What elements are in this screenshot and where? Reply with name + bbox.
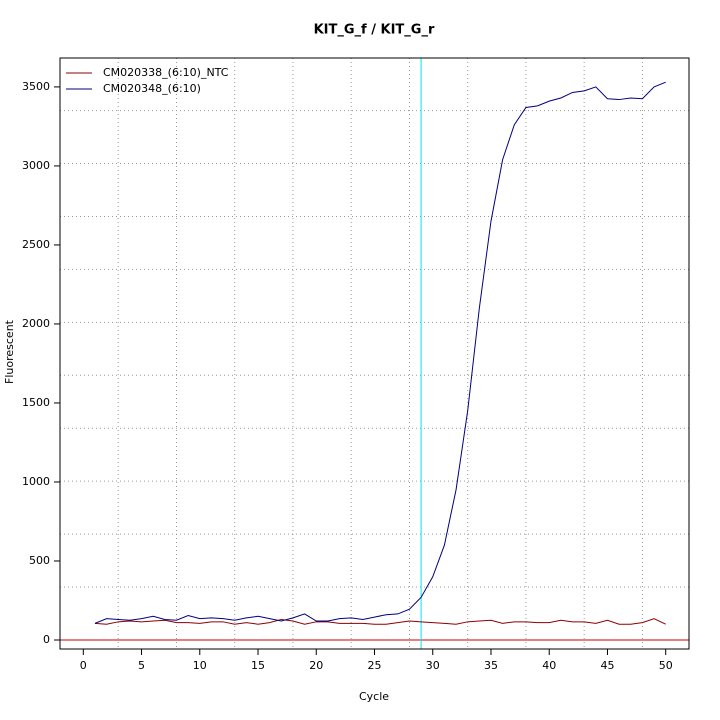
series-line bbox=[94, 618, 666, 625]
x-tick-label: 50 bbox=[659, 659, 673, 672]
y-tick-label: 0 bbox=[43, 633, 50, 646]
y-tick-label: 500 bbox=[29, 554, 50, 567]
x-tick-label: 10 bbox=[193, 659, 207, 672]
x-tick-label: 5 bbox=[138, 659, 145, 672]
y-tick-label: 3000 bbox=[22, 159, 50, 172]
x-tick-label: 30 bbox=[426, 659, 440, 672]
y-tick-label: 2500 bbox=[22, 238, 50, 251]
x-tick-label: 45 bbox=[600, 659, 614, 672]
x-tick-label: 25 bbox=[368, 659, 382, 672]
x-tick-label: 0 bbox=[80, 659, 87, 672]
x-tick-label: 35 bbox=[484, 659, 498, 672]
x-tick-label: 20 bbox=[309, 659, 323, 672]
legend-label: CM020348_(6:10) bbox=[103, 82, 201, 95]
legend-label: CM020338_(6:10)_NTC bbox=[103, 66, 229, 79]
series-line bbox=[94, 81, 666, 624]
y-tick-label: 1500 bbox=[22, 396, 50, 409]
x-tick-label: 40 bbox=[542, 659, 556, 672]
y-tick-label: 2000 bbox=[22, 317, 50, 330]
x-axis-label: Cycle bbox=[359, 690, 389, 703]
x-tick-label: 15 bbox=[251, 659, 265, 672]
y-tick-label: 3500 bbox=[22, 80, 50, 93]
chart-title: KIT_G_f / KIT_G_r bbox=[314, 23, 435, 38]
y-axis-label: Fluorescent bbox=[3, 319, 16, 384]
plot-frame bbox=[59, 57, 690, 650]
y-tick-label: 1000 bbox=[22, 475, 50, 488]
